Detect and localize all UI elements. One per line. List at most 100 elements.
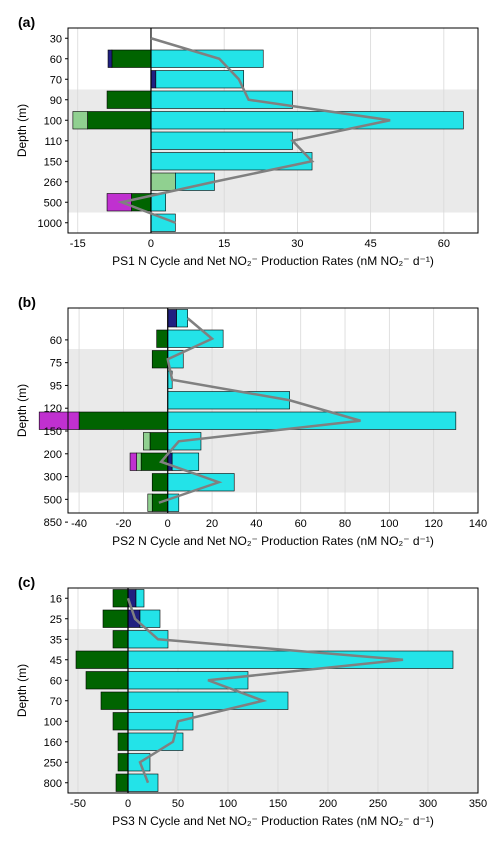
y-axis-title: Depth (m) — [15, 104, 29, 157]
x-tick-label: 140 — [469, 518, 487, 530]
bar-segment — [156, 71, 244, 89]
y-tick-label: 60 — [50, 675, 62, 687]
y-tick-label: 60 — [50, 335, 62, 347]
bar-segment — [79, 412, 168, 430]
bar-segment — [151, 173, 175, 191]
bar-segment — [107, 91, 151, 109]
y-tick-label: 260 — [44, 177, 62, 189]
y-tick-label: 25 — [50, 614, 62, 626]
y-tick-label: 70 — [50, 74, 62, 86]
bar-segment — [150, 433, 168, 451]
bar-segment — [152, 351, 168, 369]
x-tick-label: 15 — [218, 238, 230, 250]
y-tick-label: 850 — [44, 517, 62, 529]
x-tick-label: 60 — [438, 238, 450, 250]
bar-segment — [152, 474, 168, 492]
chart-svg: -40 -20 0 20 40 60 80 100 120 140 60 75 95 120 150 200 3… — [10, 290, 490, 560]
bar-segment — [128, 774, 158, 792]
bar-segment — [128, 651, 453, 669]
x-tick-label: -15 — [70, 238, 86, 250]
bar-segment — [151, 50, 263, 68]
bar-segment — [168, 310, 177, 328]
y-tick-label: 250 — [44, 757, 62, 769]
y-tick-label: 500 — [44, 197, 62, 209]
chart-panel-c: (c)-500501001502002503003501625354560701… — [10, 570, 490, 840]
bar-segment — [113, 590, 128, 608]
bar-segment — [113, 713, 128, 731]
bar-segment — [108, 50, 112, 68]
x-tick-label: 80 — [339, 518, 351, 530]
bar-segment — [137, 453, 141, 471]
bar-segment — [136, 590, 144, 608]
chart-panel-b: (b) -40 -20 0 20 40 60 80 100 120 140 60 75 95 120 150 2… — [10, 290, 490, 560]
bar-segment — [151, 214, 175, 232]
y-axis-title: Depth (m) — [15, 384, 29, 437]
bar-segment — [148, 494, 152, 512]
chart-panel-a: (a)-150153045603060709010011015026050010… — [10, 10, 490, 280]
bar-segment — [177, 310, 188, 328]
y-tick-label: 100 — [44, 716, 62, 728]
x-tick-label: 0 — [165, 518, 171, 530]
bar-segment — [103, 610, 128, 628]
bar-segment — [143, 433, 150, 451]
bar-segment — [88, 112, 151, 130]
x-tick-label: 40 — [250, 518, 262, 530]
bar-segment — [168, 330, 223, 348]
y-tick-label: 45 — [50, 655, 62, 667]
bar-segment — [151, 71, 156, 89]
x-tick-label: 0 — [125, 798, 131, 810]
bar-segment — [168, 453, 172, 471]
x-tick-label: -40 — [71, 518, 87, 530]
y-tick-label: 110 — [44, 136, 62, 148]
x-tick-label: 350 — [469, 798, 487, 810]
y-tick-label: 300 — [44, 472, 62, 484]
y-tick-label: 95 — [50, 380, 62, 392]
x-tick-label: 45 — [364, 238, 376, 250]
panel-label: (a) — [18, 14, 35, 30]
x-tick-label: 100 — [219, 798, 237, 810]
bar-segment — [86, 672, 128, 690]
y-tick-label: 800 — [44, 778, 62, 790]
x-tick-label: 120 — [424, 518, 442, 530]
y-tick-label: 30 — [50, 33, 62, 45]
x-axis-title: PS3 N Cycle and Net NO₂⁻ Production Rate… — [112, 814, 434, 828]
y-tick-label: 120 — [44, 403, 62, 415]
x-tick-label: 30 — [291, 238, 303, 250]
y-tick-label: 150 — [44, 426, 62, 438]
y-tick-label: 100 — [44, 115, 62, 127]
bar-segment — [151, 91, 293, 109]
y-tick-label: 160 — [44, 737, 62, 749]
y-tick-label: 90 — [50, 95, 62, 107]
panel-label: (c) — [18, 574, 35, 590]
x-axis-title: PS1 N Cycle and Net NO₂⁻ Production Rate… — [112, 254, 434, 268]
bar-segment — [157, 330, 168, 348]
x-tick-label: 250 — [369, 798, 387, 810]
chart-svg: -15015304560306070901001101502605001000D… — [10, 10, 490, 280]
bar-segment — [130, 453, 137, 471]
y-axis-title: Depth (m) — [15, 664, 29, 717]
x-tick-label: 100 — [380, 518, 398, 530]
y-tick-label: 75 — [50, 358, 62, 370]
panel-label: (b) — [18, 294, 36, 310]
bar-segment — [101, 692, 128, 710]
x-tick-label: 50 — [172, 798, 184, 810]
bar-segment — [118, 754, 128, 772]
bar-segment — [112, 50, 151, 68]
x-tick-label: 0 — [148, 238, 154, 250]
y-tick-label: 150 — [44, 156, 62, 168]
x-tick-label: 200 — [319, 798, 337, 810]
x-tick-label: -20 — [115, 518, 131, 530]
y-tick-label: 35 — [50, 634, 62, 646]
x-tick-label: 300 — [419, 798, 437, 810]
y-tick-label: 70 — [50, 696, 62, 708]
bar-segment — [128, 672, 248, 690]
bar-segment — [168, 392, 290, 410]
x-tick-label: 60 — [295, 518, 307, 530]
bar-segment — [151, 112, 463, 130]
y-tick-label: 200 — [44, 449, 62, 461]
x-tick-label: -50 — [70, 798, 86, 810]
bar-segment — [116, 774, 128, 792]
x-tick-label: 20 — [206, 518, 218, 530]
bar-segment — [73, 112, 88, 130]
bar-segment — [118, 733, 128, 751]
